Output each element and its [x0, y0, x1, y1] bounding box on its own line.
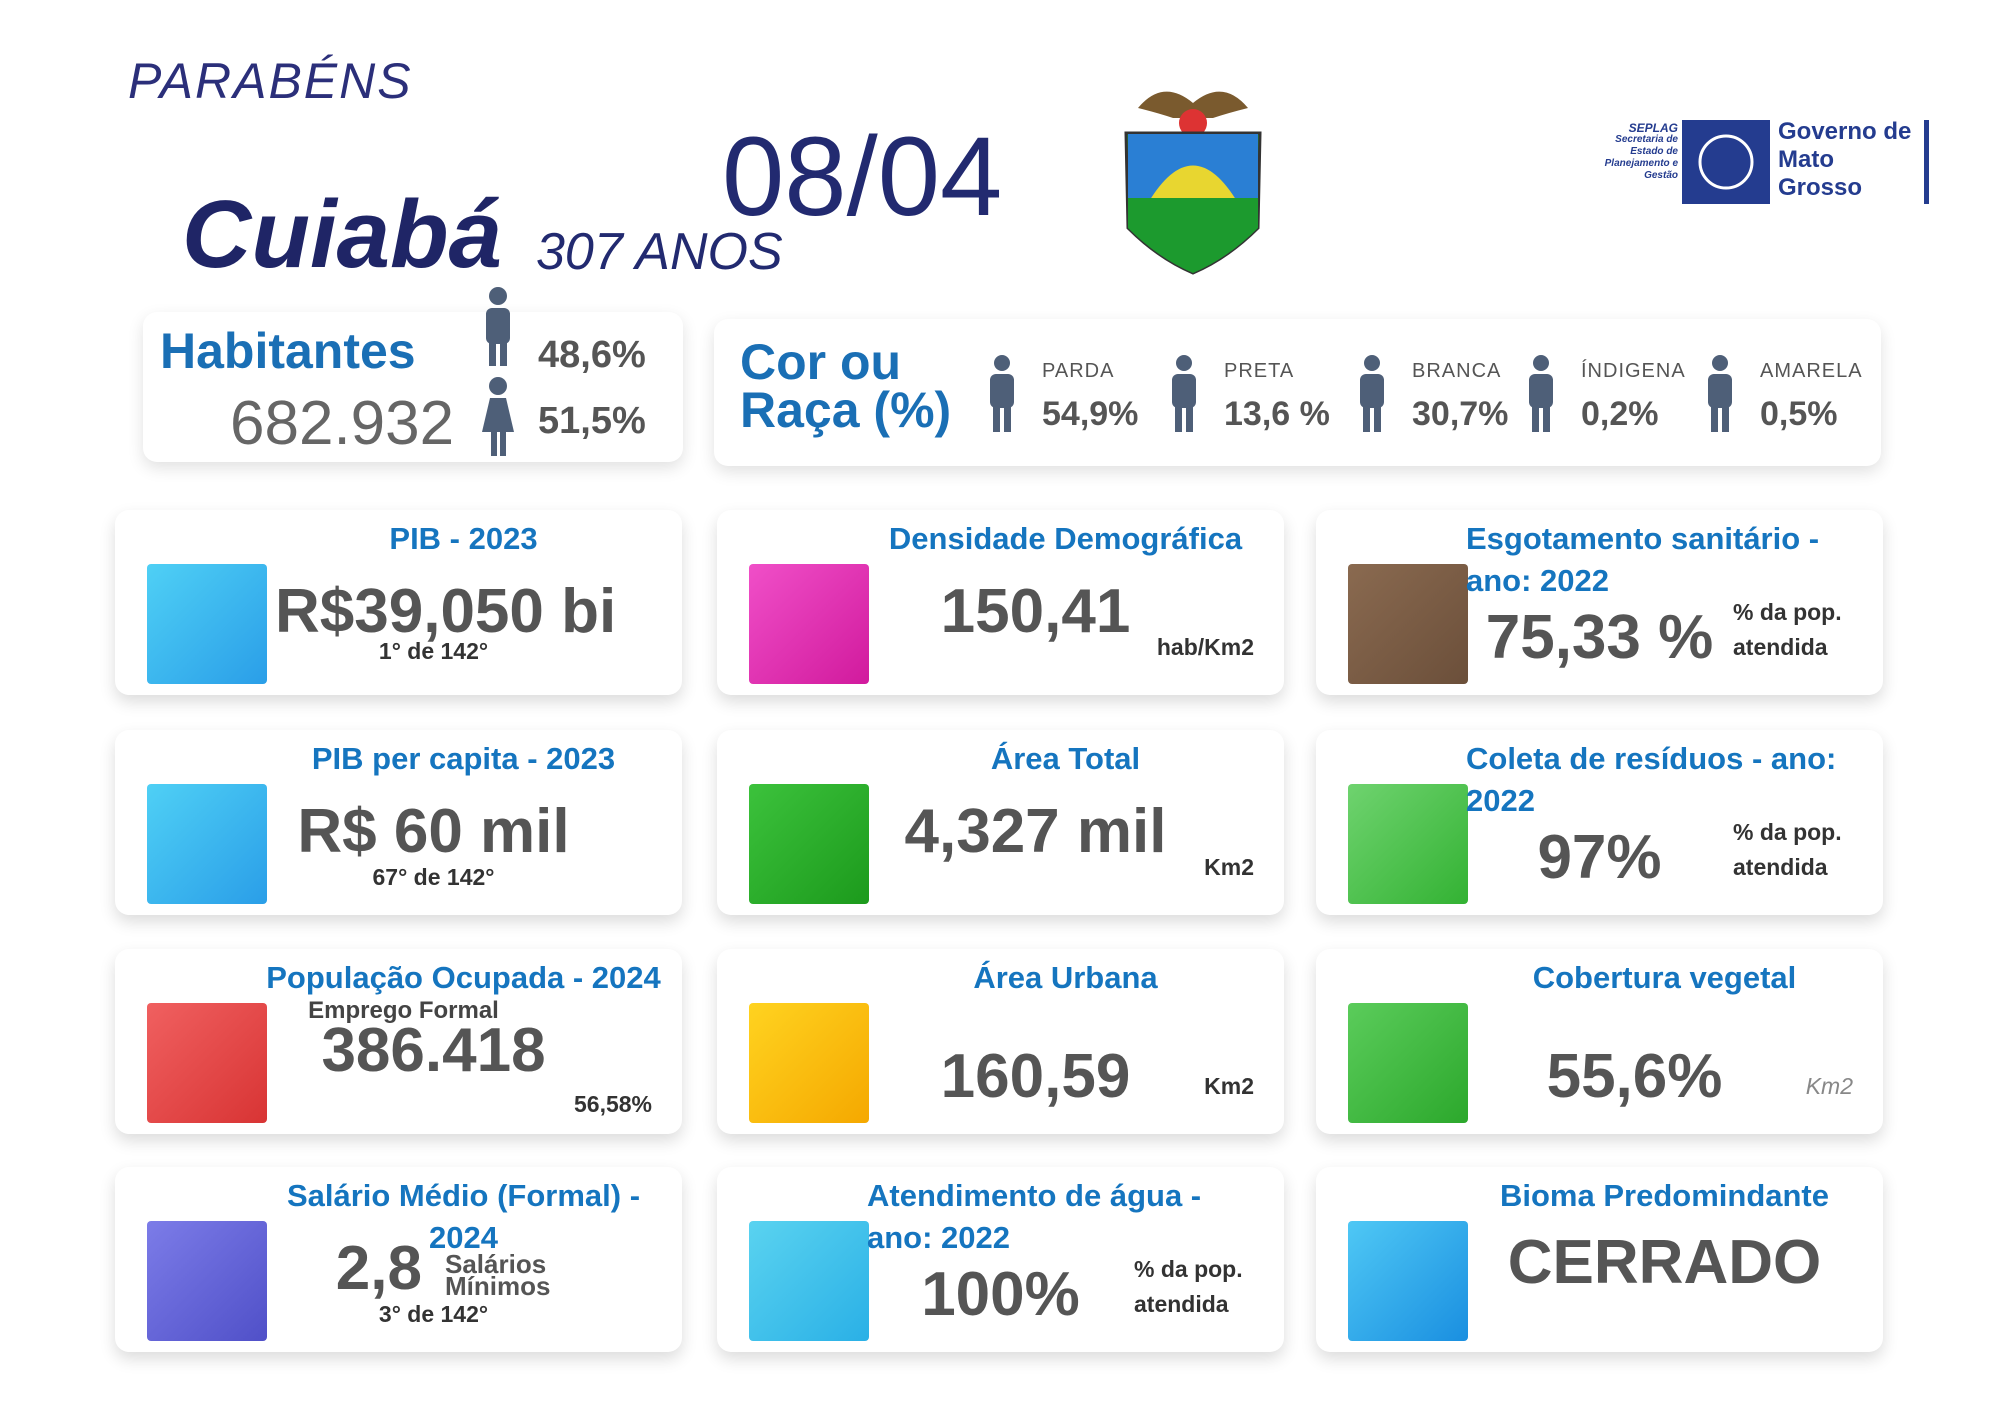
card: PIB per capita - 2023 R$ 60 mil 67° de 142…	[115, 730, 682, 915]
card-icon	[749, 1221, 869, 1341]
person-icon	[990, 355, 1014, 432]
race-value: 0,2%	[1581, 395, 1659, 433]
card: Atendimento de água - ano: 2022 100% % da …	[717, 1167, 1284, 1352]
card-title: Salário Médio (Formal) - 2024	[286, 1178, 641, 1255]
card-value: 100%	[921, 1260, 1080, 1329]
card-title: Cobertura vegetal	[1532, 960, 1797, 995]
org-acronym: SEPLAG	[1629, 121, 1678, 135]
card-unit: % da pop. atendida	[1733, 819, 1842, 880]
card: Esgotamento sanitário - ano: 2022 75,33 %…	[1316, 510, 1883, 695]
card: Coleta de resíduos - ano: 2022 97% % da po…	[1316, 730, 1883, 915]
card: Salário Médio (Formal) - 2024 2,8 Salários…	[115, 1167, 682, 1352]
card-value: 150,41	[940, 577, 1131, 646]
race-name: ÍNDIGENA	[1581, 360, 1686, 382]
card-title: Esgotamento sanitário - ano: 2022	[1466, 521, 1820, 598]
race-name: AMARELA	[1760, 360, 1863, 382]
card-title: Atendimento de água - ano: 2022	[867, 1178, 1202, 1255]
card-value: 75,33 %	[1485, 603, 1714, 672]
card: População Ocupada - 2024 Emprego Formal 38…	[115, 949, 682, 1134]
card-value-suffix: Salários Mínimos	[445, 1249, 551, 1301]
race-value: 0,5%	[1760, 395, 1838, 433]
population-label: Habitantes	[160, 323, 416, 379]
race-value: 30,7%	[1412, 395, 1509, 433]
card-note: 3° de 142°	[378, 1301, 489, 1327]
male-share: 48,6%	[538, 334, 646, 376]
card: Cobertura vegetal 55,6% Km2	[1316, 949, 1883, 1134]
person-icon	[1360, 355, 1384, 432]
org-name: Secretaria de Estado de Planejamento e G…	[1604, 134, 1678, 181]
card-value: 55,6%	[1546, 1042, 1723, 1111]
card-value: 4,327 mil	[904, 797, 1167, 866]
person-icon	[1529, 355, 1553, 432]
card-value: 2,8	[335, 1234, 422, 1303]
card-icon	[1348, 564, 1468, 684]
card-icon	[749, 1003, 869, 1123]
race-panel	[714, 319, 1881, 466]
card-title: Área Urbana	[973, 960, 1158, 995]
card-title: Densidade Demográfica	[888, 521, 1243, 556]
card-unit: Km2	[1204, 854, 1254, 880]
race-value: 13,6 %	[1224, 395, 1330, 433]
card-title: Área Total	[990, 741, 1141, 776]
card-title: População Ocupada - 2024	[266, 960, 661, 995]
card: PIB - 2023 R$39,050 bi 1° de 142°	[115, 510, 682, 695]
coat-of-arms	[1124, 91, 1262, 275]
card-icon	[147, 1003, 267, 1123]
card-icon	[147, 784, 267, 904]
race-label: Cor ou Raça (%)	[740, 334, 952, 438]
population-value: 682.932	[230, 389, 455, 458]
person-icon	[1708, 355, 1732, 432]
card-icon	[1348, 1003, 1468, 1123]
card-subtitle: Emprego Formal	[308, 997, 499, 1024]
female-icon	[482, 377, 514, 456]
card-unit: % da pop. atendida	[1134, 1256, 1243, 1317]
race-name: PARDA	[1042, 360, 1115, 382]
card: Bioma Predomindante CERRADO	[1316, 1167, 1883, 1352]
card-title: Coleta de resíduos - ano: 2022	[1466, 741, 1837, 818]
card-value: CERRADO	[1507, 1228, 1822, 1297]
card-unit: % da pop. atendida	[1733, 599, 1842, 660]
card-value: R$39,050 bi	[275, 577, 617, 646]
card-title: Bioma Predomindante	[1500, 1178, 1829, 1213]
race-name: BRANCA	[1412, 360, 1502, 382]
card-value: R$ 60 mil	[297, 797, 570, 866]
card-unit: hab/Km2	[1156, 634, 1254, 660]
card: Densidade Demográfica 150,41 hab/Km2	[717, 510, 1284, 695]
card-value: 97%	[1537, 823, 1662, 892]
card-note: 67° de 142°	[372, 864, 495, 890]
population-panel	[143, 312, 683, 462]
gov-name: Governo de Mato Grosso	[1778, 118, 1912, 201]
card-icon	[147, 564, 267, 684]
date: 08/04	[722, 114, 1003, 239]
card-unit: Km2	[1805, 1073, 1853, 1099]
card-icon	[147, 1221, 267, 1341]
race-value: 54,9%	[1042, 395, 1139, 433]
card-icon	[1348, 784, 1468, 904]
seplag-logo: SEPLAG Secretaria de Estado de Planejame…	[1604, 118, 1929, 204]
card-value: 386.418	[321, 1016, 546, 1085]
card-value: 160,59	[940, 1042, 1131, 1111]
female-share: 51,5%	[538, 400, 646, 442]
card-title: PIB per capita - 2023	[311, 741, 616, 776]
card-unit: 56,58%	[573, 1091, 652, 1117]
card: Área Total 4,327 mil Km2	[717, 730, 1284, 915]
person-icon	[1172, 355, 1196, 432]
city-name: Cuiabá	[182, 181, 503, 288]
card-title: PIB - 2023	[389, 521, 538, 556]
card-icon	[749, 784, 869, 904]
card-icon	[749, 564, 869, 684]
card-icon	[1348, 1221, 1468, 1341]
male-icon	[486, 287, 510, 366]
card-unit: Km2	[1204, 1073, 1254, 1099]
card: Área Urbana 160,59 Km2	[717, 949, 1284, 1134]
city-age: 307 ANOS	[536, 223, 783, 281]
card-note: 1° de 142°	[378, 638, 489, 664]
race-name: PRETA	[1224, 360, 1295, 382]
greeting: PARABÉNS	[128, 53, 413, 109]
